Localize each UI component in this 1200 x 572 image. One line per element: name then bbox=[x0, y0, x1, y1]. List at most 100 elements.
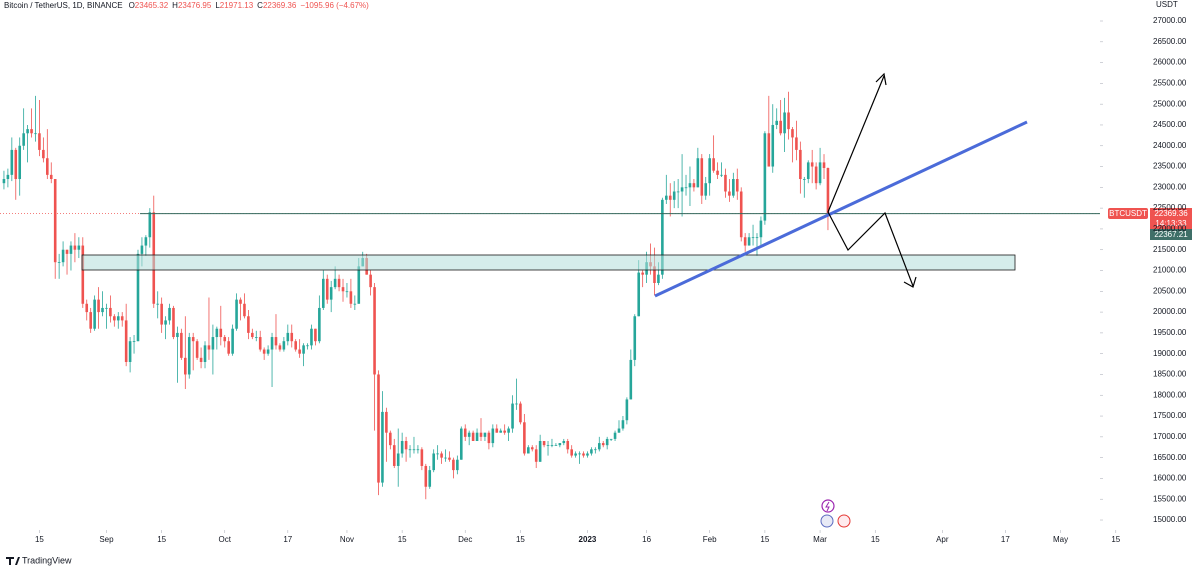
flag-icon[interactable] bbox=[820, 514, 834, 528]
arrow-head bbox=[875, 72, 887, 86]
candle-body bbox=[2, 179, 6, 184]
flag-icon[interactable] bbox=[837, 514, 851, 528]
candle-body bbox=[601, 443, 605, 446]
candle-body bbox=[787, 112, 790, 130]
candle-body bbox=[530, 447, 534, 450]
candle-body bbox=[609, 438, 613, 440]
candles bbox=[2, 91, 830, 500]
candle-body bbox=[325, 278, 329, 300]
candle-body bbox=[420, 449, 424, 466]
candle-body bbox=[172, 307, 175, 338]
candle-body bbox=[180, 332, 183, 358]
candle-body bbox=[755, 237, 759, 239]
candle-body bbox=[120, 316, 124, 321]
candle-body bbox=[594, 449, 597, 451]
candle-body bbox=[278, 345, 282, 350]
candle-body bbox=[613, 432, 617, 439]
candle-body bbox=[385, 411, 388, 433]
y-tick-label: 18500.00 bbox=[1153, 370, 1187, 379]
y-tick-label: 19000.00 bbox=[1153, 349, 1187, 358]
candle-body bbox=[223, 337, 227, 342]
line-tag bbox=[1150, 229, 1192, 240]
candle-body bbox=[519, 403, 522, 423]
candle-body bbox=[187, 337, 191, 375]
candle-body bbox=[400, 441, 404, 454]
candle-body bbox=[657, 274, 660, 283]
y-tick-label: 20500.00 bbox=[1153, 286, 1187, 295]
candle-body bbox=[570, 449, 573, 456]
x-tick-label: Nov bbox=[340, 535, 354, 544]
candle-body bbox=[61, 249, 65, 263]
candle-body bbox=[341, 287, 345, 292]
candle-body bbox=[310, 328, 313, 346]
y-tick-label: 15500.00 bbox=[1153, 494, 1187, 503]
candle-body bbox=[318, 307, 321, 342]
event-icon-bolt bbox=[825, 501, 830, 512]
candle-body bbox=[621, 420, 625, 429]
candle-body bbox=[625, 399, 629, 421]
candle-body bbox=[184, 357, 187, 375]
ohlc-value: 21971.13 bbox=[220, 1, 254, 10]
candle-body bbox=[668, 195, 672, 200]
candle-body bbox=[586, 453, 589, 456]
candle-body bbox=[262, 349, 266, 354]
candle-body bbox=[704, 183, 708, 196]
candle-body bbox=[282, 341, 286, 350]
candle-body bbox=[471, 432, 475, 442]
candle-body bbox=[349, 291, 353, 304]
candle-body bbox=[542, 441, 546, 446]
candle-body bbox=[97, 299, 100, 313]
candle-body bbox=[791, 129, 794, 138]
candle-body bbox=[732, 179, 735, 196]
candle-body bbox=[716, 170, 719, 175]
y-tick-label: 23500.00 bbox=[1153, 162, 1187, 171]
y-tick-label: 25500.00 bbox=[1153, 78, 1187, 87]
candle-body bbox=[550, 445, 554, 446]
symbol-tag-text: BTCUSDT bbox=[1109, 209, 1147, 218]
candle-body bbox=[803, 179, 806, 180]
candle-body bbox=[14, 149, 18, 180]
candle-body bbox=[176, 332, 179, 338]
candle-body bbox=[140, 245, 144, 254]
candle-body bbox=[298, 349, 301, 354]
candle-body bbox=[692, 183, 696, 188]
candle-body bbox=[203, 345, 207, 362]
candle-body bbox=[144, 237, 148, 246]
candle-body bbox=[26, 129, 29, 134]
candle-body bbox=[554, 445, 558, 446]
x-tick-label: 15 bbox=[516, 535, 525, 544]
candle-body bbox=[314, 328, 317, 342]
candle-body bbox=[49, 174, 53, 180]
title: Bitcoin / TetherUS, 1D, BINANCE bbox=[4, 1, 123, 10]
candle-body bbox=[286, 332, 290, 342]
candle-body bbox=[251, 332, 254, 338]
candle-body bbox=[164, 320, 167, 325]
candle-body bbox=[605, 438, 609, 446]
candle-body bbox=[728, 191, 731, 196]
candle-body bbox=[329, 287, 333, 300]
ohlc-label: O bbox=[129, 1, 135, 10]
candle-body bbox=[661, 199, 664, 275]
x-tick-label: Oct bbox=[219, 535, 232, 544]
candle-body bbox=[724, 174, 727, 192]
candle-body bbox=[381, 411, 384, 483]
candle-body bbox=[629, 359, 633, 400]
candle-body bbox=[440, 453, 443, 458]
x-tick-label: 15 bbox=[760, 535, 769, 544]
candle-body bbox=[479, 432, 483, 437]
event-icon[interactable] bbox=[821, 499, 835, 513]
candle-body bbox=[822, 162, 826, 168]
candle-body bbox=[73, 245, 77, 250]
candle-body bbox=[101, 307, 104, 313]
candle-body bbox=[432, 453, 435, 471]
price-tag-text: 22369.36 bbox=[1154, 209, 1188, 218]
x-tick-label: Dec bbox=[458, 535, 472, 544]
y-tick-label: 24000.00 bbox=[1153, 141, 1187, 150]
x-tick-label: 17 bbox=[1001, 535, 1010, 544]
trend-line bbox=[654, 120, 1028, 298]
candle-body bbox=[357, 266, 361, 304]
axis-unit: USDT bbox=[1156, 0, 1178, 9]
candle-body bbox=[109, 307, 112, 317]
candle-body bbox=[396, 453, 400, 466]
